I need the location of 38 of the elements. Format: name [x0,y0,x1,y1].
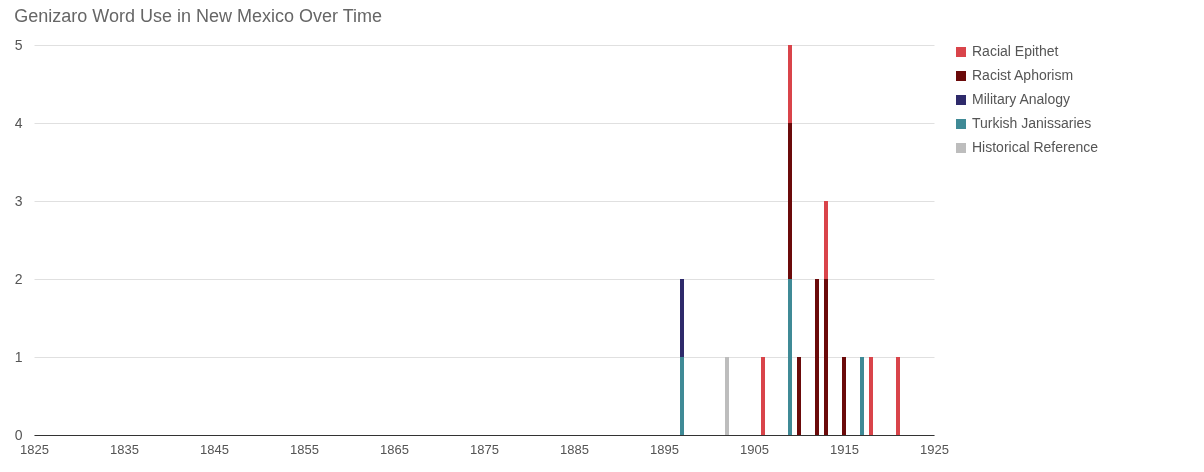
x-tick-label: 1915 [830,441,859,457]
x-tick-label: 1895 [650,441,679,457]
x-tick-label: 1865 [380,441,409,457]
bar [680,357,684,435]
y-tick-label: 1 [14,348,23,365]
y-tick-label: 4 [14,114,23,131]
legend-label: Racist Aphorism [972,67,1074,83]
x-tick-label: 1825 [20,441,49,457]
legend-label: Turkish Janissaries [972,115,1092,131]
x-tick-label: 1845 [200,441,229,457]
x-tick-label: 1835 [110,441,139,457]
bar [815,279,819,435]
bar [680,279,684,357]
x-tick-label: 1925 [920,441,949,457]
bar [824,201,828,279]
x-tick-label: 1885 [560,441,589,457]
bar [896,357,900,435]
bar [788,45,792,123]
legend-label: Military Analogy [972,91,1071,107]
y-tick-label: 3 [14,192,23,209]
bar [842,357,846,435]
x-tick-label: 1875 [470,441,499,457]
x-tick-label: 1855 [290,441,319,457]
y-tick-label: 5 [14,36,23,53]
bar [725,357,729,435]
bar [824,279,828,435]
legend-label: Historical Reference [972,139,1099,155]
bar [788,279,792,435]
bar [788,123,792,279]
bar [797,357,801,435]
legend-label: Racial Epithet [972,43,1059,59]
bar [761,357,765,435]
bar [869,357,873,435]
chart-title: Genizaro Word Use in New Mexico Over Time [14,6,382,26]
x-tick-label: 1905 [740,441,769,457]
y-tick-label: 2 [14,270,23,287]
bar [860,357,864,435]
y-tick-label: 0 [14,426,23,443]
